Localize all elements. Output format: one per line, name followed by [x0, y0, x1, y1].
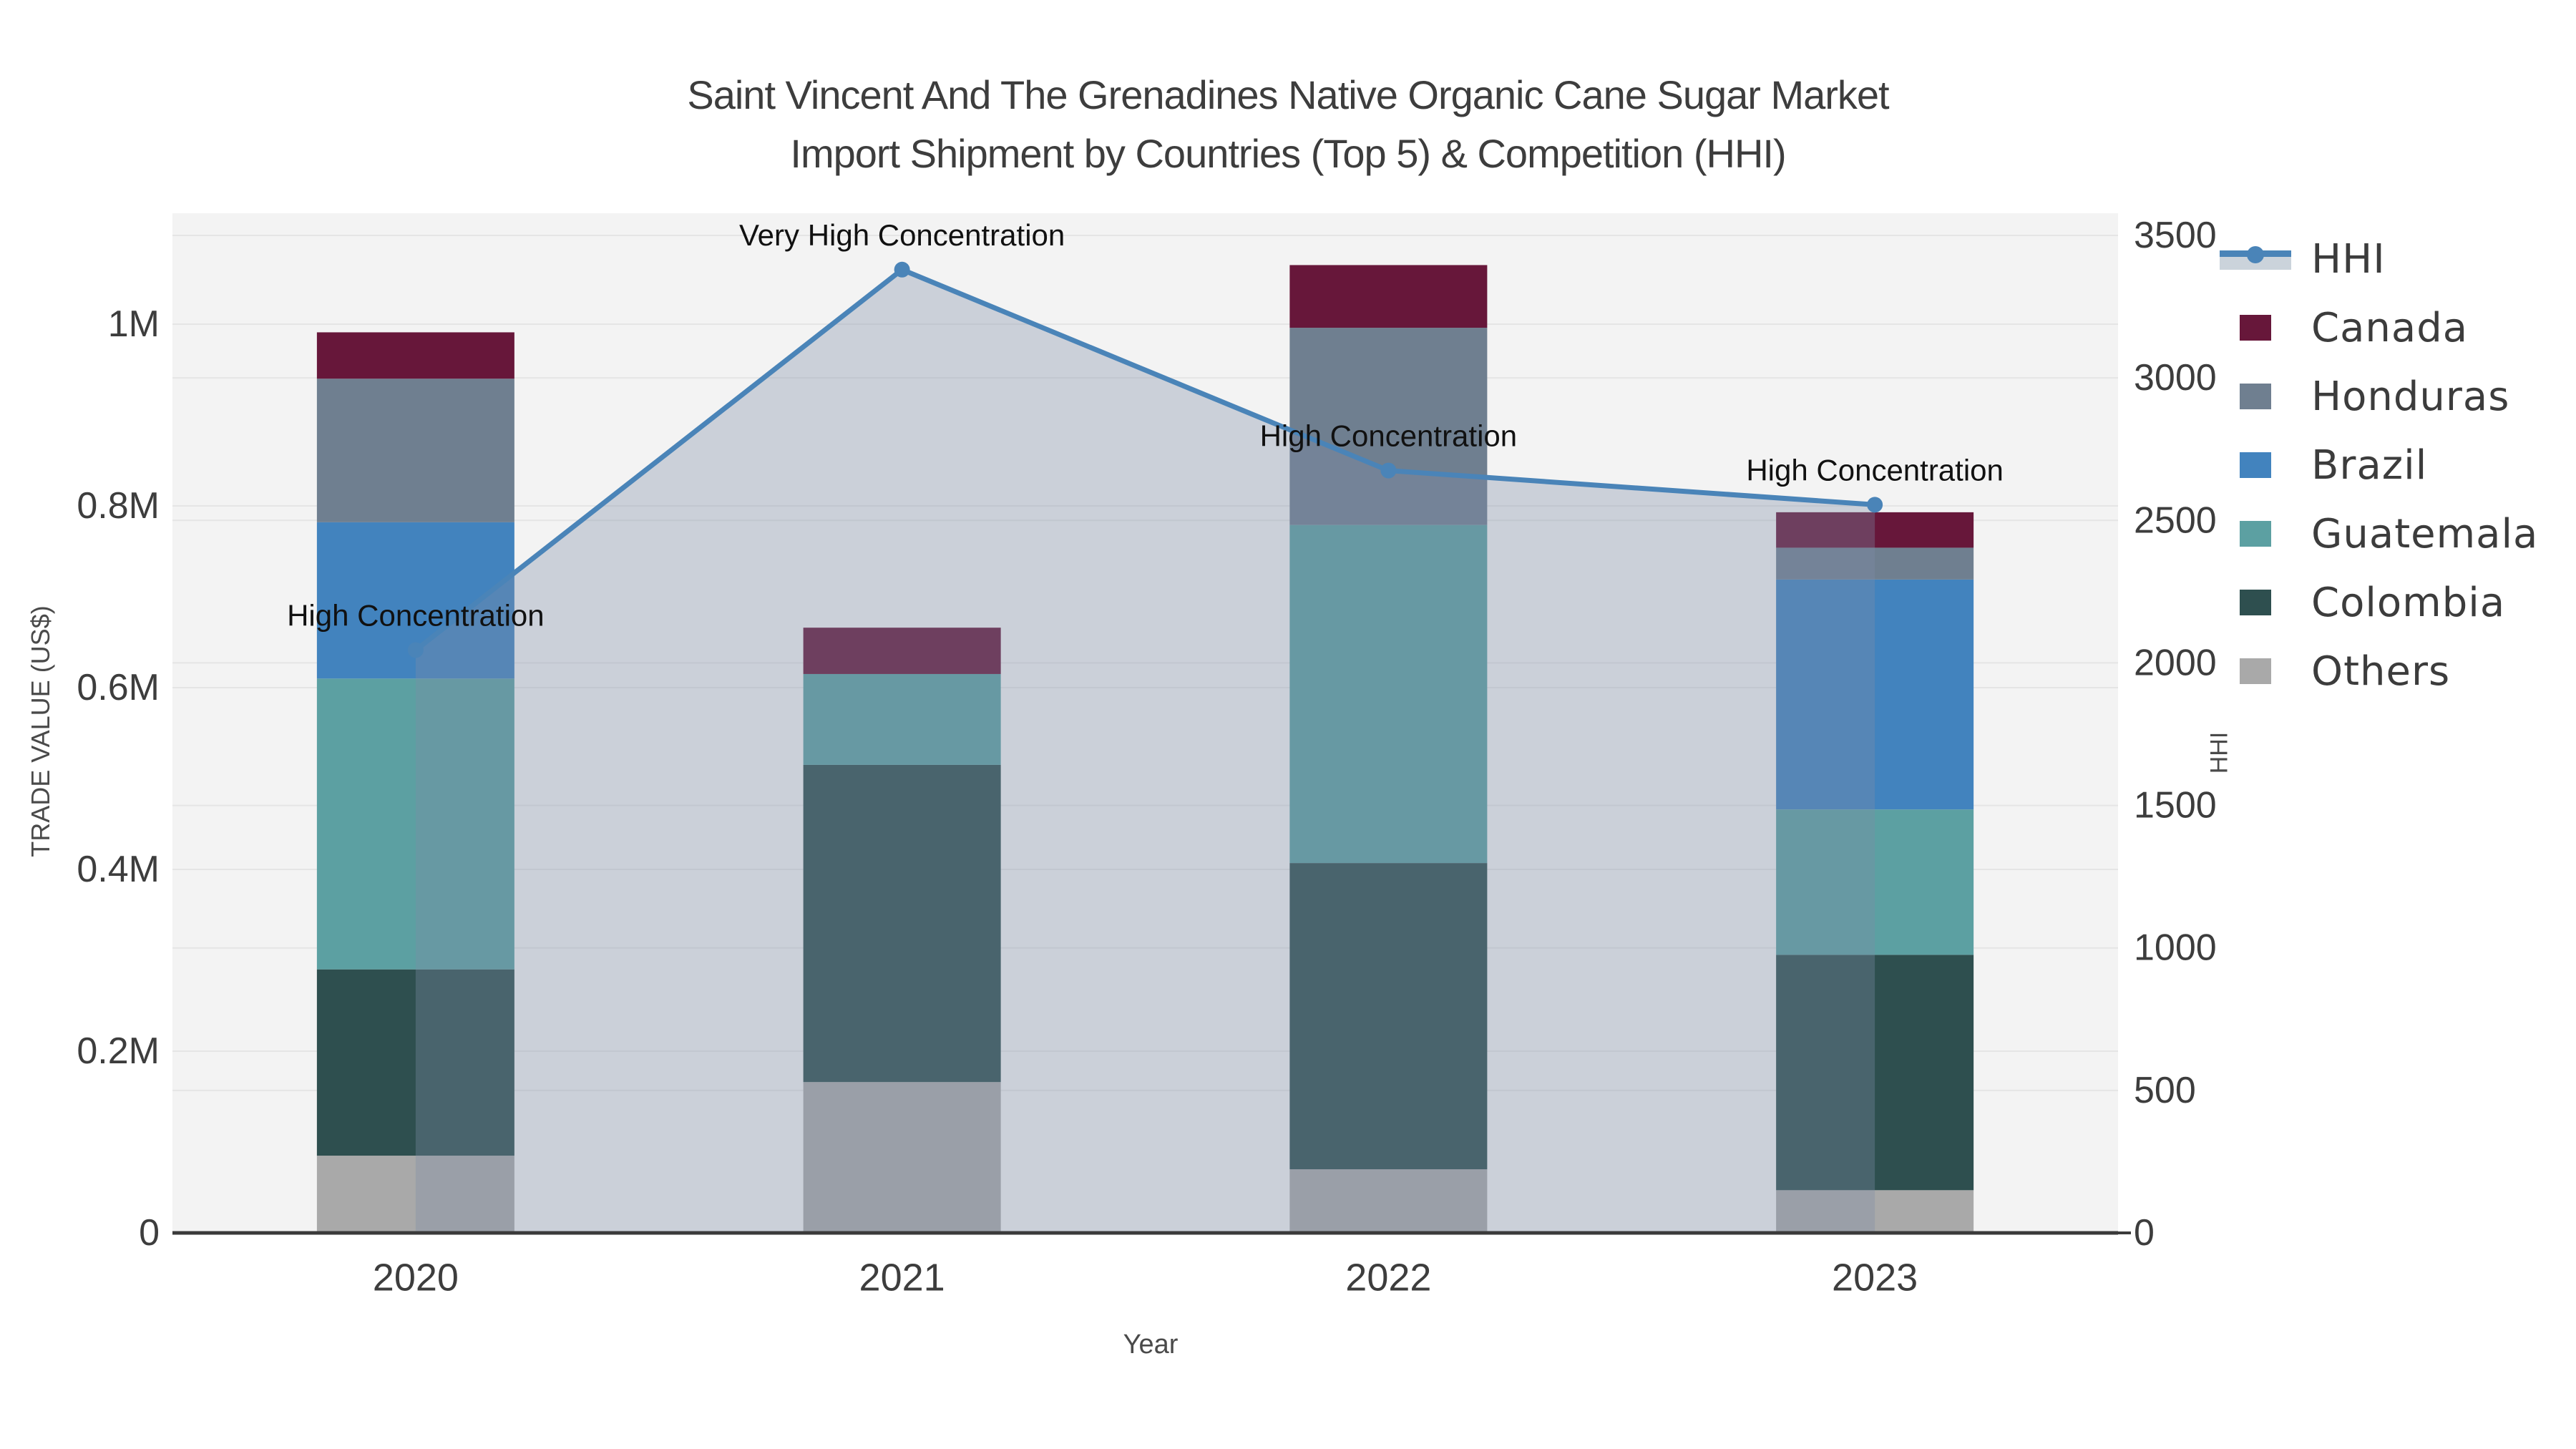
bar-segment-canada-2020[interactable] [316, 332, 514, 379]
hhi-marker-swatch [2247, 246, 2264, 263]
others-swatch-icon [2240, 658, 2271, 684]
bar-segment-others-2021[interactable] [803, 1082, 1001, 1233]
honduras-swatch-icon [2240, 384, 2271, 409]
bar-segment-honduras-2020[interactable] [316, 379, 514, 522]
bar-segment-honduras-2023[interactable] [1776, 547, 1974, 580]
right-tick-label-1000: 1000 [2134, 927, 2217, 969]
chart-title-line2: Import Shipment by Countries (Top 5) & C… [790, 131, 1786, 176]
bar-segment-colombia-2023[interactable] [1776, 955, 1974, 1191]
bar-segment-others-2022[interactable] [1289, 1169, 1488, 1233]
legend-item-brazil[interactable]: Brazil [2218, 431, 2538, 499]
hhi-marker-2022[interactable] [1380, 462, 1397, 479]
legend-item-colombia[interactable]: Colombia [2218, 568, 2538, 637]
right-tick-label-500: 500 [2134, 1070, 2196, 1111]
right-tick-label-0: 0 [2134, 1212, 2155, 1254]
bar-segment-others-2023[interactable] [1776, 1190, 1974, 1233]
x-axis-title: Year [1123, 1330, 1179, 1360]
hhi-line [414, 266, 1875, 653]
left-tick-label-0.2M: 0.2M [77, 1030, 160, 1072]
guatemala-swatch-icon [2240, 521, 2271, 547]
legend-label-canada: Canada [2311, 304, 2469, 351]
legend-label-others: Others [2311, 648, 2451, 695]
right-tick-label-2500: 2500 [2134, 499, 2217, 541]
annotation-2021: Very High Concentration [739, 218, 1065, 252]
colombia-swatch-icon [2240, 590, 2271, 615]
chart-title: Saint Vincent And The Grenadines Native … [0, 66, 2576, 183]
bar-segment-guatemala-2023[interactable] [1776, 809, 1974, 955]
bar-segment-canada-2022[interactable] [1289, 265, 1488, 328]
x-tick-label-2023: 2023 [1832, 1256, 1918, 1299]
bar-segment-colombia-2021[interactable] [803, 764, 1001, 1083]
bar-series [316, 265, 1974, 1233]
hhi-marker-2020[interactable] [407, 642, 424, 658]
x-tick-label-2021: 2021 [859, 1256, 945, 1299]
x-tick-label-2020: 2020 [373, 1256, 459, 1299]
right-tick-label-3500: 3500 [2134, 215, 2217, 256]
legend-item-hhi[interactable]: HHI [2218, 225, 2538, 293]
legend-item-guatemala[interactable]: Guatemala [2218, 499, 2538, 568]
annotation-2020: High Concentration [287, 599, 545, 633]
bar-segment-guatemala-2020[interactable] [316, 678, 514, 970]
legend: HHI Canada Honduras Brazil Guatemala Colombia… [2218, 225, 2538, 706]
legend-item-canada[interactable]: Canada [2218, 293, 2538, 362]
legend-key-guatemala [2218, 521, 2293, 547]
bar-segment-guatemala-2022[interactable] [1289, 525, 1488, 864]
legend-label-colombia: Colombia [2311, 579, 2506, 626]
right-tick-label-3000: 3000 [2134, 357, 2217, 399]
left-tick-label-1M: 1M [108, 303, 160, 345]
chart-title-line1: Saint Vincent And The Grenadines Native … [687, 72, 1889, 117]
right-tick-label-1500: 1500 [2134, 785, 2217, 826]
brazil-swatch-icon [2240, 452, 2271, 478]
hhi-line-icon [2220, 246, 2291, 270]
legend-label-hhi: HHI [2311, 235, 2386, 283]
left-tick-label-0: 0 [139, 1212, 160, 1254]
hhi-marker-2023[interactable] [1867, 497, 1883, 513]
legend-label-honduras: Honduras [2311, 373, 2510, 420]
legend-key-honduras [2218, 384, 2293, 409]
annotation-2022: High Concentration [1260, 419, 1518, 453]
legend-key-colombia [2218, 590, 2293, 615]
legend-item-honduras[interactable]: Honduras [2218, 362, 2538, 431]
right-tick-label-2000: 2000 [2134, 642, 2217, 683]
bar-segment-colombia-2022[interactable] [1289, 863, 1488, 1170]
bar-segment-honduras-2022[interactable] [1289, 328, 1488, 525]
legend-item-others[interactable]: Others [2218, 637, 2538, 706]
bar-segment-colombia-2020[interactable] [316, 969, 514, 1156]
legend-key-hhi [2218, 246, 2293, 270]
right-axis-title: HHI [2205, 731, 2233, 774]
hhi-area [415, 269, 1875, 1233]
left-axis-title: TRADE VALUE (US$) [26, 605, 55, 857]
left-tick-label-0.6M: 0.6M [77, 667, 160, 708]
left-tick-label-0.4M: 0.4M [77, 849, 160, 890]
legend-label-brazil: Brazil [2311, 441, 2428, 489]
legend-key-canada [2218, 315, 2293, 341]
bar-segment-canada-2021[interactable] [803, 628, 1001, 674]
legend-key-brazil [2218, 452, 2293, 478]
hhi-marker-2021[interactable] [894, 261, 910, 278]
annotation-2023: High Concentration [1746, 453, 2004, 487]
bar-segment-others-2020[interactable] [316, 1156, 514, 1233]
bar-segment-brazil-2023[interactable] [1776, 579, 1974, 810]
x-tick-label-2022: 2022 [1345, 1256, 1431, 1299]
left-tick-label-0.8M: 0.8M [77, 485, 160, 527]
legend-label-guatemala: Guatemala [2311, 510, 2539, 557]
bar-segment-guatemala-2021[interactable] [803, 673, 1001, 765]
bar-segment-canada-2023[interactable] [1776, 512, 1974, 548]
legend-key-others [2218, 658, 2293, 684]
canada-swatch-icon [2240, 315, 2271, 341]
